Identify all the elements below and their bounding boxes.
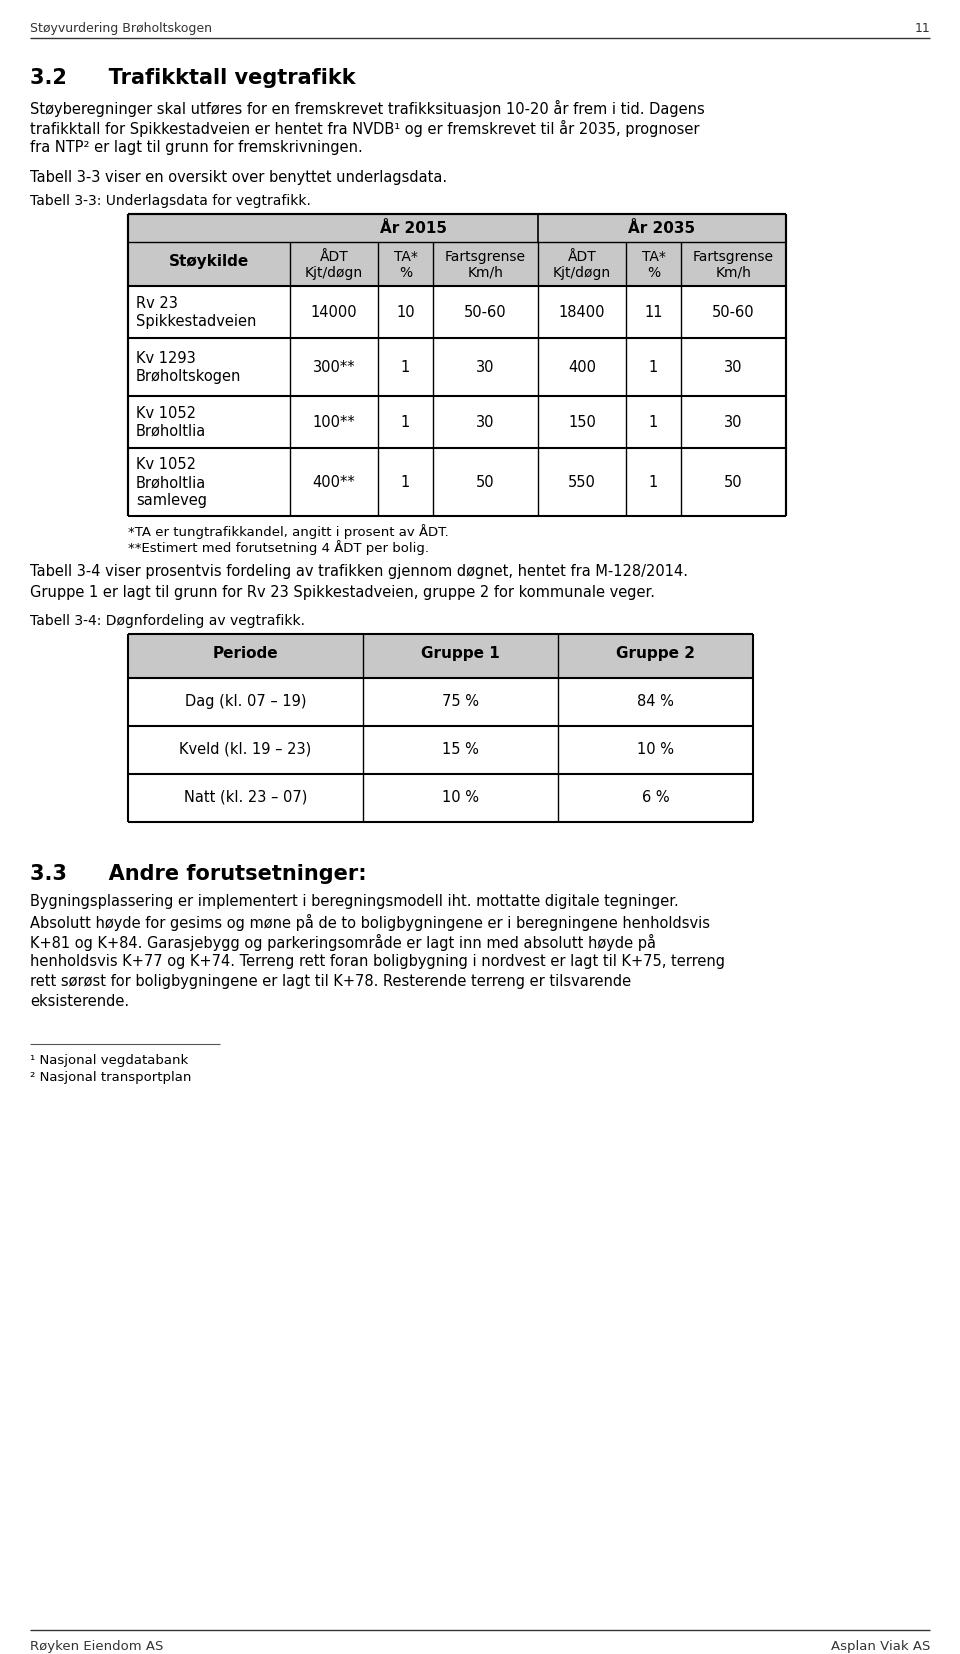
Text: 1: 1 [649, 475, 659, 490]
Text: Gruppe 1: Gruppe 1 [421, 647, 500, 662]
Text: ÅDT: ÅDT [320, 250, 348, 265]
Text: eksisterende.: eksisterende. [30, 994, 130, 1009]
Text: Brøholtlia: Brøholtlia [136, 423, 206, 438]
Text: Gruppe 2: Gruppe 2 [616, 647, 695, 662]
Bar [128, 633, 753, 678]
Text: 18400: 18400 [559, 304, 605, 319]
Text: Kv 1052: Kv 1052 [136, 457, 196, 471]
Text: Brøholtskogen: Brøholtskogen [136, 369, 241, 384]
Text: Tabell 3-4: Døgnfordeling av vegtrafikk.: Tabell 3-4: Døgnfordeling av vegtrafikk. [30, 614, 305, 629]
Text: År 2035: År 2035 [629, 222, 696, 237]
Text: TA*: TA* [641, 250, 665, 265]
Text: *TA er tungtrafikkandel, angitt i prosent av ÅDT.: *TA er tungtrafikkandel, angitt i prosen… [128, 524, 448, 539]
Text: 10 %: 10 % [442, 791, 479, 805]
Text: 50-60: 50-60 [712, 304, 755, 319]
Text: 50: 50 [476, 475, 494, 490]
Text: Km/h: Km/h [468, 266, 503, 280]
Text: Tabell 3-3: Underlagsdata for vegtrafikk.: Tabell 3-3: Underlagsdata for vegtrafikk… [30, 194, 311, 208]
Text: Støyvurdering Brøholtskogen: Støyvurdering Brøholtskogen [30, 22, 212, 35]
Text: 150: 150 [568, 415, 596, 430]
Text: Periode: Periode [213, 647, 278, 662]
Bar [128, 726, 753, 774]
Text: Km/h: Km/h [715, 266, 752, 280]
Text: 1: 1 [401, 475, 410, 490]
Text: 84 %: 84 % [637, 695, 674, 710]
Bar [128, 241, 786, 286]
Bar [128, 213, 786, 241]
Text: 400: 400 [568, 361, 596, 375]
Text: ÅDT: ÅDT [567, 250, 596, 265]
Text: 1: 1 [401, 415, 410, 430]
Bar [128, 395, 786, 448]
Text: Natt (kl. 23 – 07): Natt (kl. 23 – 07) [183, 791, 307, 805]
Text: 11: 11 [644, 304, 662, 319]
Text: TA*: TA* [394, 250, 418, 265]
Text: Støyberegninger skal utføres for en fremskrevet trafikksituasjon 10-20 år frem i: Støyberegninger skal utføres for en frem… [30, 99, 705, 117]
Text: K+81 og K+84. Garasjebygg og parkeringsområde er lagt inn med absolutt høyde på: K+81 og K+84. Garasjebygg og parkeringso… [30, 935, 656, 951]
Text: Fartsgrense: Fartsgrense [445, 250, 526, 265]
Text: henholdsvis K+77 og K+74. Terreng rett foran boligbygning i nordvest er lagt til: henholdsvis K+77 og K+74. Terreng rett f… [30, 954, 725, 969]
Text: samleveg: samleveg [136, 493, 207, 508]
Text: Spikkestadveien: Spikkestadveien [136, 314, 256, 329]
Text: 14000: 14000 [311, 304, 357, 319]
Text: **Estimert med forutsetning 4 ÅDT per bolig.: **Estimert med forutsetning 4 ÅDT per bo… [128, 539, 429, 556]
Text: Brøholtlia: Brøholtlia [136, 475, 206, 490]
Bar [128, 678, 753, 726]
Text: 100**: 100** [313, 415, 355, 430]
Text: 300**: 300** [313, 361, 355, 375]
Text: 10 %: 10 % [637, 743, 674, 758]
Text: Bygningsplassering er implementert i beregningsmodell iht. mottatte digitale teg: Bygningsplassering er implementert i ber… [30, 895, 679, 910]
Text: trafikktall for Spikkestadveien er hentet fra NVDB¹ og er fremskrevet til år 203: trafikktall for Spikkestadveien er hente… [30, 121, 700, 137]
Text: %: % [647, 266, 660, 280]
Text: Gruppe 1 er lagt til grunn for Rv 23 Spikkestadveien, gruppe 2 for kommunale veg: Gruppe 1 er lagt til grunn for Rv 23 Spi… [30, 586, 655, 600]
Text: Røyken Eiendom AS: Røyken Eiendom AS [30, 1641, 163, 1652]
Bar [128, 448, 786, 516]
Text: 30: 30 [724, 415, 743, 430]
Text: 15 %: 15 % [442, 743, 479, 758]
Text: 10: 10 [396, 304, 415, 319]
Text: Asplan Viak AS: Asplan Viak AS [830, 1641, 930, 1652]
Bar [128, 774, 753, 822]
Text: Kjt/døgn: Kjt/døgn [553, 266, 612, 280]
Text: 1: 1 [649, 361, 659, 375]
Text: Støykilde: Støykilde [169, 255, 250, 270]
Text: ¹ Nasjonal vegdatabank: ¹ Nasjonal vegdatabank [30, 1054, 188, 1067]
Text: fra NTP² er lagt til grunn for fremskrivningen.: fra NTP² er lagt til grunn for fremskriv… [30, 141, 363, 155]
Text: Kv 1052: Kv 1052 [136, 405, 196, 422]
Text: Kv 1293: Kv 1293 [136, 351, 196, 366]
Bar [128, 337, 786, 395]
Text: 75 %: 75 % [442, 695, 479, 710]
Text: 11: 11 [914, 22, 930, 35]
Text: 50: 50 [724, 475, 743, 490]
Text: Kveld (kl. 19 – 23): Kveld (kl. 19 – 23) [180, 743, 312, 758]
Text: rett sørøst for boligbygningene er lagt til K+78. Resterende terreng er tilsvare: rett sørøst for boligbygningene er lagt … [30, 974, 631, 989]
Text: Tabell 3-4 viser prosentvis fordeling av trafikken gjennom døgnet, hentet fra M-: Tabell 3-4 viser prosentvis fordeling av… [30, 564, 688, 579]
Text: Tabell 3-3 viser en oversikt over benyttet underlagsdata.: Tabell 3-3 viser en oversikt over benytt… [30, 170, 447, 185]
Text: Dag (kl. 07 – 19): Dag (kl. 07 – 19) [184, 695, 306, 710]
Text: 3.3  Andre forutsetninger:: 3.3 Andre forutsetninger: [30, 863, 367, 883]
Text: 30: 30 [724, 361, 743, 375]
Text: 1: 1 [649, 415, 659, 430]
Text: 50-60: 50-60 [465, 304, 507, 319]
Text: %: % [399, 266, 412, 280]
Text: Fartsgrense: Fartsgrense [693, 250, 774, 265]
Text: 1: 1 [401, 361, 410, 375]
Text: 30: 30 [476, 361, 494, 375]
Text: 30: 30 [476, 415, 494, 430]
Text: Rv 23: Rv 23 [136, 296, 178, 311]
Text: 6 %: 6 % [641, 791, 669, 805]
Bar [128, 286, 786, 337]
Text: 3.2  Trafikktall vegtrafikk: 3.2 Trafikktall vegtrafikk [30, 68, 355, 88]
Text: Absolutt høyde for gesims og møne på de to boligbygningene er i beregningene hen: Absolutt høyde for gesims og møne på de … [30, 915, 710, 931]
Text: År 2015: År 2015 [380, 222, 447, 237]
Text: ² Nasjonal transportplan: ² Nasjonal transportplan [30, 1072, 191, 1083]
Text: 400**: 400** [313, 475, 355, 490]
Text: Kjt/døgn: Kjt/døgn [305, 266, 363, 280]
Text: 550: 550 [568, 475, 596, 490]
